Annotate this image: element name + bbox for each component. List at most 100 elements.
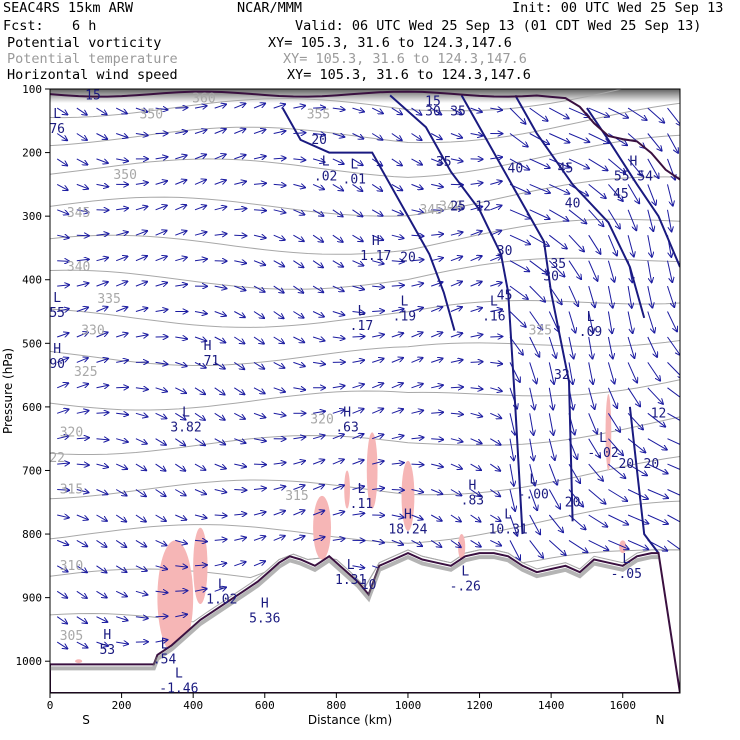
wind-vector-arrow bbox=[175, 412, 185, 419]
wind-vector-arrow bbox=[214, 539, 227, 540]
wind-vector-arrow bbox=[372, 488, 384, 490]
wind-vector-arrow bbox=[431, 464, 443, 467]
wind-vector-arrow bbox=[155, 616, 168, 617]
wind-speed-label: 12 bbox=[651, 406, 667, 421]
wind-vector-arrow bbox=[155, 256, 167, 262]
wind-vector-arrow bbox=[273, 413, 286, 415]
wind-vector-arrow bbox=[234, 361, 244, 369]
wind-vector-arrow bbox=[470, 108, 482, 112]
pv-extremum-marker: L bbox=[53, 107, 61, 122]
wind-vector-arrow bbox=[470, 335, 483, 338]
wind-vector-arrow bbox=[175, 284, 187, 286]
wind-vector-arrow bbox=[214, 438, 226, 445]
wind-vector-arrow bbox=[253, 235, 266, 238]
wind-vector-arrow bbox=[116, 413, 128, 414]
wind-vector-arrow bbox=[96, 565, 107, 573]
wind-vector-arrow bbox=[490, 309, 502, 311]
field-name-pv: Potential vorticity bbox=[7, 35, 162, 51]
pv-extremum-marker: L bbox=[53, 291, 61, 306]
wind-vector-arrow bbox=[293, 388, 305, 390]
wind-vector-arrow bbox=[372, 335, 384, 338]
wind-vector-arrow bbox=[431, 258, 443, 261]
wind-vector-arrow bbox=[647, 209, 654, 231]
wind-vector-arrow bbox=[214, 515, 227, 516]
wind-vector-arrow bbox=[588, 539, 609, 550]
wind-vector-arrow bbox=[352, 158, 363, 165]
pv-extremum-value: 90 bbox=[49, 357, 65, 372]
wind-vector-arrow bbox=[96, 158, 108, 163]
wind-vector-arrow bbox=[214, 587, 226, 591]
wind-vector-arrow bbox=[214, 412, 225, 420]
pv-extremum-value: 55 bbox=[49, 306, 65, 321]
wind-vector-arrow bbox=[135, 206, 148, 209]
wind-vector-arrow bbox=[293, 234, 303, 241]
wind-vector-arrow bbox=[194, 438, 205, 446]
wind-vector-arrow bbox=[588, 260, 598, 281]
wind-vector-arrow bbox=[96, 282, 108, 287]
wind-vector-arrow bbox=[509, 133, 528, 147]
pv-extremum-marker: H bbox=[404, 507, 412, 522]
wind-vector-arrow bbox=[608, 158, 625, 173]
wind-vector-arrow bbox=[352, 209, 363, 217]
wind-vector-arrow bbox=[273, 285, 284, 293]
wind-vector-arrow bbox=[115, 539, 126, 547]
wind-vector-arrow bbox=[667, 311, 678, 332]
wind-vector-arrow bbox=[293, 437, 305, 439]
wind-vector-arrow bbox=[214, 311, 226, 316]
wind-vector-arrow bbox=[509, 362, 520, 382]
wind-vector-arrow bbox=[371, 133, 382, 140]
wind-vector-arrow bbox=[96, 616, 108, 622]
wind-vector-arrow bbox=[470, 388, 483, 389]
x-tick-label: 600 bbox=[255, 699, 275, 712]
wind-vector-arrow bbox=[509, 464, 514, 486]
wind-vector-arrow bbox=[273, 486, 286, 489]
isotach-line bbox=[460, 94, 574, 522]
pv-extremum-marker: H bbox=[53, 342, 61, 357]
wind-vector-arrow bbox=[548, 387, 553, 410]
endpoint-south: S bbox=[82, 713, 90, 727]
init-time: Init: 00 UTC Wed 25 Sep 13 bbox=[512, 0, 724, 16]
wind-vector-arrow bbox=[312, 234, 323, 242]
tropopause-line bbox=[50, 90, 680, 181]
wind-vector-arrow bbox=[608, 463, 625, 478]
wind-vector-arrow bbox=[234, 514, 246, 515]
wind-vector-arrow bbox=[568, 539, 588, 552]
wind-vector-arrow bbox=[194, 206, 206, 211]
wind-vector-arrow bbox=[96, 332, 108, 338]
wind-vector-arrow bbox=[431, 184, 443, 187]
wind-vector-arrow bbox=[96, 307, 108, 312]
wind-vector-arrow bbox=[332, 337, 345, 339]
x-tick-label: 200 bbox=[112, 699, 132, 712]
wind-vector-arrow bbox=[667, 209, 672, 232]
pv-extremum-value: 55.54 bbox=[614, 169, 653, 184]
wind-vector-arrow bbox=[490, 412, 501, 418]
wind-vector-arrow bbox=[273, 184, 286, 185]
wind-vector-arrow bbox=[430, 539, 441, 547]
wind-speed-label: 20 bbox=[311, 133, 327, 148]
wind-vector-arrow bbox=[450, 413, 463, 414]
wind-vector-arrow bbox=[332, 134, 345, 138]
wind-vector-arrow bbox=[194, 387, 205, 394]
wind-vector-arrow bbox=[116, 208, 128, 210]
theta-label: 310 bbox=[60, 559, 83, 574]
wind-vector-arrow bbox=[76, 590, 87, 598]
wind-vector-arrow bbox=[175, 362, 186, 366]
pv-extremum-value: 18.24 bbox=[388, 522, 427, 537]
wind-vector-arrow bbox=[529, 413, 534, 435]
field-xy-theta: XY= 105.3, 31.6 to 124.3,147.6 bbox=[283, 51, 527, 67]
pv-extremum-marker: H bbox=[204, 339, 212, 354]
wind-vector-arrow bbox=[431, 489, 442, 495]
wind-vector-arrow bbox=[509, 285, 528, 299]
wind-speed-label: 20 bbox=[400, 250, 416, 265]
x-axis-label: Distance (km) bbox=[308, 713, 392, 727]
isentrope-line bbox=[50, 416, 680, 455]
wind-vector-arrow bbox=[253, 260, 265, 265]
wind-vector-arrow bbox=[509, 489, 515, 511]
wind-vector-arrow bbox=[234, 490, 246, 491]
wind-vector-arrow bbox=[509, 540, 520, 560]
wind-vector-arrow bbox=[667, 387, 680, 401]
pv-extremum-marker: L bbox=[175, 666, 183, 681]
wind-vector-arrow bbox=[627, 158, 642, 176]
wind-vector-arrow bbox=[470, 183, 483, 185]
wind-vector-arrow bbox=[253, 536, 265, 541]
